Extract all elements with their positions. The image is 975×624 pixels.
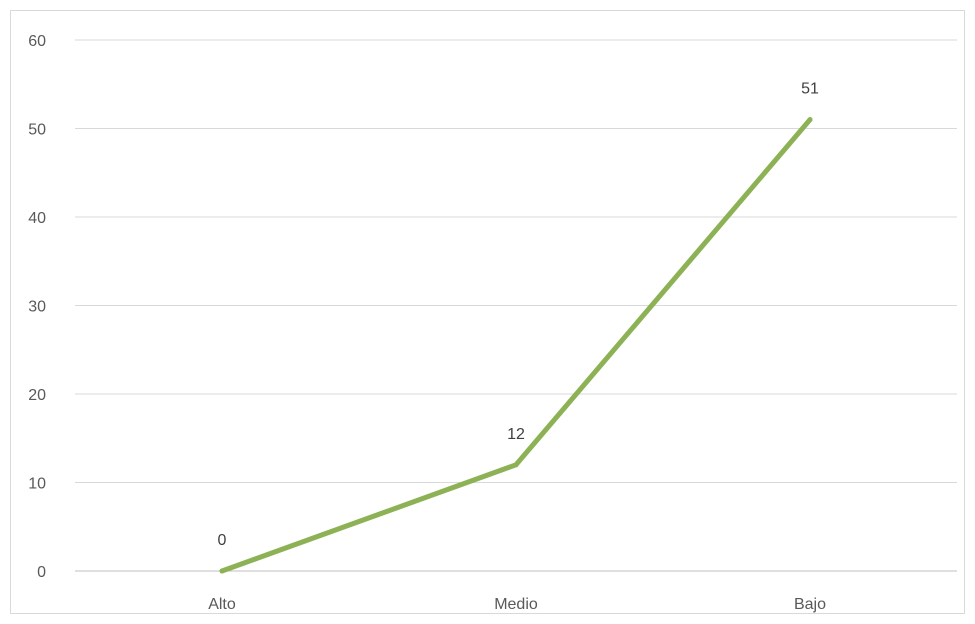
data-label: 0	[218, 532, 227, 549]
gridlines	[75, 39, 957, 483]
data-point	[513, 462, 519, 468]
labels: 0 10 20 30 40 50 60 Alto Medio Bajo 0 12 51	[28, 33, 826, 613]
y-tick-label: 0	[37, 564, 46, 581]
series-line	[219, 117, 813, 574]
data-point	[219, 568, 225, 574]
y-tick-label: 40	[28, 210, 46, 227]
data-label: 12	[507, 426, 525, 443]
series	[219, 117, 813, 574]
y-tick-label: 60	[28, 33, 46, 50]
x-tick-label: Medio	[494, 596, 538, 613]
x-tick-label: Alto	[208, 596, 236, 613]
x-tick-label: Bajo	[794, 596, 826, 613]
y-tick-label: 30	[28, 299, 46, 316]
data-point	[807, 117, 813, 123]
data-label: 51	[801, 81, 819, 98]
y-tick-label: 10	[28, 476, 46, 493]
y-tick-label: 50	[28, 122, 46, 139]
y-tick-label: 20	[28, 387, 46, 404]
chart-frame	[10, 10, 965, 614]
